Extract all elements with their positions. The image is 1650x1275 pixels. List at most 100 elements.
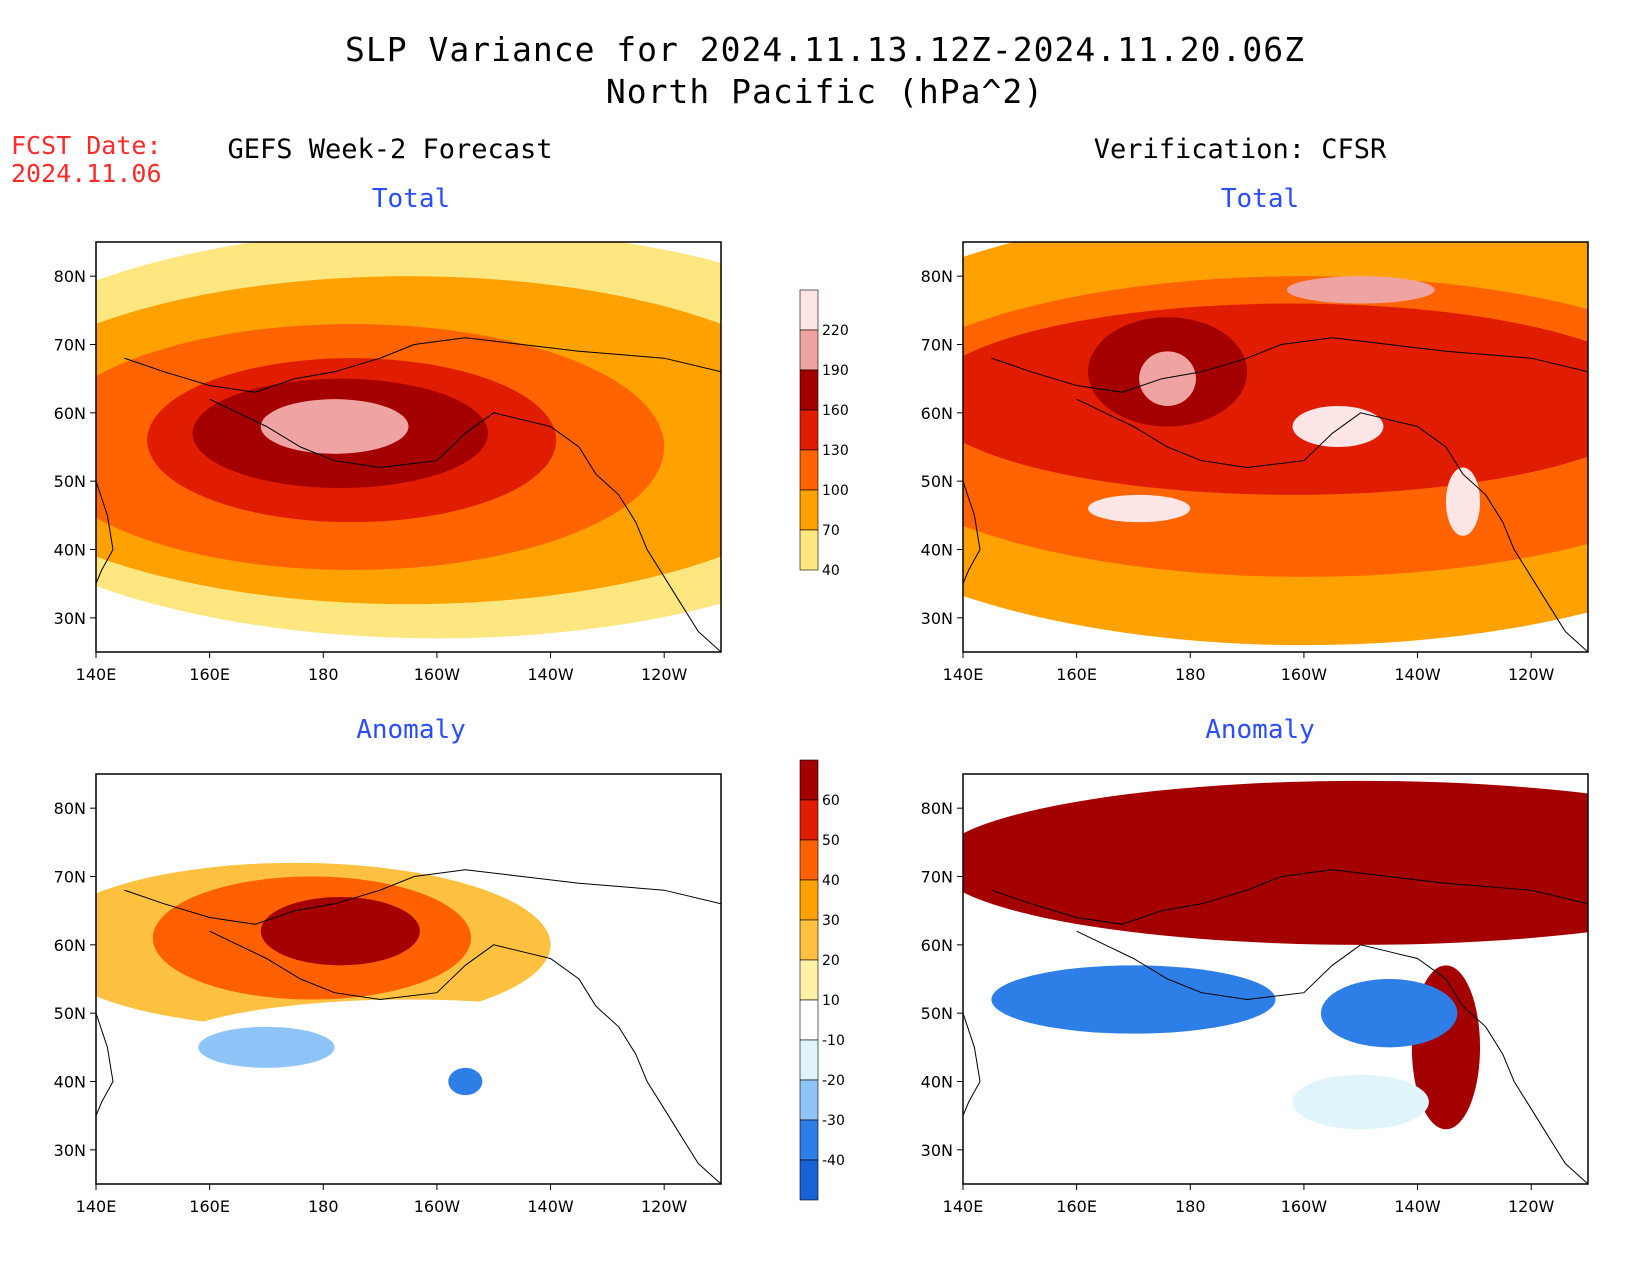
fcst-date-value: 2024.11.06 [11,159,162,188]
y-tick-label: 50N [54,1004,86,1023]
colorbar-swatch [799,1079,819,1121]
panel-title-forecast-anomaly: Anomaly [356,715,466,745]
x-tick-label: 140E [943,1197,984,1216]
y-tick-label: 60N [921,936,953,955]
contour-field [96,242,721,652]
colorbar-swatch [799,879,819,921]
colorbar-label: 50 [822,833,840,849]
x-tick-label: 180 [1175,1197,1206,1216]
y-tick-label: 50N [921,1004,953,1023]
x-tick-label: 160W [1281,1197,1328,1216]
colorbar-label: 160 [822,403,849,419]
coastline [963,337,1588,652]
colorbar-swatch [799,289,819,331]
y-tick-label: 70N [921,336,953,355]
contour-blob [1139,351,1196,406]
colorbar-swatch [799,329,819,371]
colorbar-swatch [799,369,819,411]
x-tick-label: 160E [189,1197,230,1216]
x-tick-label: 160E [1056,665,1097,684]
colorbar-swatch [799,1119,819,1161]
colorbar-label: 40 [822,563,840,579]
colorbar-swatch [799,919,819,961]
coastline-segment [1076,398,1464,475]
x-tick-label: 160E [1056,1197,1097,1216]
coastline [96,869,721,1184]
coastline-segment [595,473,721,652]
colorbar-swatch [799,409,819,451]
y-tick-label: 40N [54,1073,86,1092]
colorbar-label: 100 [822,483,849,499]
map-frame [962,773,1589,1185]
map-panel-3: 140E 160E 180 160W 140W 120W 30N 40N 50N 60N 70N 80… [54,773,722,1216]
coastline-segment [991,337,1588,393]
y-tick-label: 30N [921,1141,953,1160]
y-tick-label: 80N [54,267,86,286]
map-frame [962,241,1589,653]
colorbar-label: 40 [822,873,840,889]
colorbar-label: 30 [822,913,840,929]
colorbar-label: 130 [822,443,849,459]
y-tick-label: 70N [921,868,953,887]
coastline-segment [1076,930,1464,1007]
map-frame [95,241,722,653]
colorbar-label: 20 [822,953,840,969]
x-tick-label: 120W [641,1197,688,1216]
coastline-segment [963,1013,981,1116]
y-tick-label: 80N [54,799,86,818]
colorbar-swatch [799,839,819,881]
x-tick-label: 140W [527,1197,574,1216]
colorbar-label: -40 [822,1153,845,1169]
map-panel-2: 140E 160E 180 160W 140W 120W 30N 40N 50N 60N 70N 80… [921,241,1589,684]
x-tick-label: 120W [1508,665,1555,684]
x-tick-label: 180 [308,665,339,684]
colorbar-swatch [799,799,819,841]
colorbar-swatch [799,999,819,1041]
y-tick-label: 70N [54,868,86,887]
colorbar-swatch [799,759,819,801]
colorbar-swatch [799,1159,819,1201]
x-tick-label: 160W [1281,665,1328,684]
y-tick-label: 60N [54,936,86,955]
y-tick-label: 30N [54,609,86,628]
colorbar-label: -20 [822,1073,845,1089]
y-tick-label: 60N [921,404,953,423]
coastline-segment [991,869,1588,925]
x-tick-label: 140E [76,1197,117,1216]
chart-title-line1: SLP Variance for 2024.11.13.12Z-2024.11.… [345,30,1305,69]
coastline-segment [1462,473,1588,652]
contour-field [963,774,1588,1184]
x-tick-label: 120W [1508,1197,1555,1216]
colorbar-swatch [799,449,819,491]
x-tick-label: 120W [641,665,688,684]
colorbar-swatch [799,1039,819,1081]
map-frame [95,773,722,1185]
x-tick-label: 140W [1394,665,1441,684]
x-tick-label: 140E [943,665,984,684]
map-panel-4: 140E 160E 180 160W 140W 120W 30N 40N 50N 60N 70N 80… [921,773,1589,1216]
x-tick-label: 160W [414,665,461,684]
colorbar-swatch [799,529,819,571]
colorbar-label: 220 [822,323,849,339]
contour-blob [963,780,1588,945]
x-tick-label: 160W [414,1197,461,1216]
colorbar-swatch [799,959,819,1001]
panel-title-forecast-total: Total [371,184,451,214]
panel-title-verification-total: Total [1220,184,1300,214]
coastline [96,337,721,652]
contour-blob [1445,467,1481,536]
contour-blob [260,897,420,966]
colorbar-label: -30 [822,1113,845,1129]
coastline-segment [96,481,114,584]
coastline-segment [595,1005,721,1184]
colorbar-label: -10 [822,1033,845,1049]
panel-title-verification-anomaly: Anomaly [1205,715,1315,745]
coastline [963,869,1588,1184]
coastline-segment [963,481,981,584]
y-tick-label: 30N [54,1141,86,1160]
y-tick-label: 40N [921,541,953,560]
contour-blob [1088,494,1191,523]
contour-blob [152,999,665,1109]
x-tick-label: 140W [527,665,574,684]
